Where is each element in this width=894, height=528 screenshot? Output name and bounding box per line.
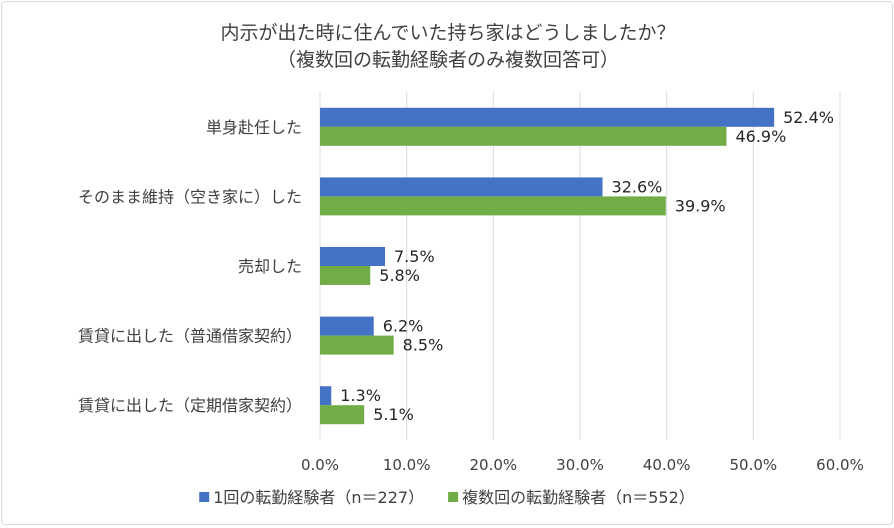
bar-s1-c3 — [320, 335, 394, 355]
value-label-s1-c1: 39.9% — [675, 196, 726, 215]
value-labels: 52.4%46.9% 32.6% 39.9% 7.5%5.8% 6.2%8.5% 1.3%… — [340, 108, 834, 424]
x-tick-label-5: 50.0% — [730, 456, 778, 474]
category-label-3: 賃貸に出した（普通借家契約） — [78, 327, 302, 346]
legend-swatch-0 — [199, 492, 210, 502]
category-label-1: そのまま維持（空き家に）した — [78, 187, 302, 206]
value-label-s0-c3: 6.2% — [383, 317, 424, 336]
x-tick-label-6: 60.0% — [816, 456, 864, 474]
x-tick-label-1: 10.0% — [383, 456, 431, 474]
x-tick-labels: 0.0% 10.0% 20.0% 30.0% 40.0% 50.0% 60.0% — [301, 456, 864, 474]
bar-s0-c3 — [320, 316, 374, 336]
value-label-s0-c0: 52.4% — [783, 108, 834, 127]
category-label-4: 賃貸に出した（定期借家契約） — [78, 396, 302, 415]
bar-s1-c2 — [320, 266, 371, 285]
value-label-s1-c0: 46.9% — [735, 127, 786, 146]
value-label-s1-c4: 5.1% — [373, 405, 414, 424]
bar-s0-c0 — [320, 107, 775, 127]
bar-s0-c1 — [320, 177, 603, 197]
x-tick-label-2: 20.0% — [470, 456, 518, 474]
value-label-s0-c2: 7.5% — [394, 247, 435, 266]
bar-s1-c1 — [320, 196, 666, 216]
chart-title-line-2: （複数回の転勤経験者のみ複数回答可） — [277, 49, 619, 71]
x-tick-label-0: 0.0% — [301, 456, 339, 474]
category-label-0: 単身赴任した — [206, 118, 302, 137]
bars — [320, 107, 775, 425]
value-label-s1-c3: 8.5% — [403, 336, 444, 355]
bar-s0-c4 — [320, 386, 332, 406]
gridlines — [319, 92, 841, 440]
x-tick-label-4: 40.0% — [643, 456, 691, 474]
legend-label-0: 1回の転勤経験者（n＝227） — [213, 488, 424, 507]
bar-s1-c0 — [320, 126, 727, 146]
value-label-s0-c4: 1.3% — [340, 386, 381, 405]
bar-s0-c2 — [320, 247, 385, 266]
bar-s1-c4 — [320, 405, 365, 425]
legend-label-1: 複数回の転勤経験者（n＝552） — [462, 488, 695, 507]
chart-title-line-1: 内示が出た時に住んでいた持ち家はどうしましたか？ — [220, 22, 675, 44]
value-label-s1-c2: 5.8% — [379, 266, 420, 285]
value-label-s0-c1: 32.6% — [612, 177, 663, 196]
category-label-2: 売却した — [238, 257, 302, 276]
legend: 1回の転勤経験者（n＝227） 複数回の転勤経験者（n＝552） — [199, 488, 695, 507]
legend-swatch-1 — [448, 492, 459, 502]
x-tick-label-3: 30.0% — [556, 456, 604, 474]
